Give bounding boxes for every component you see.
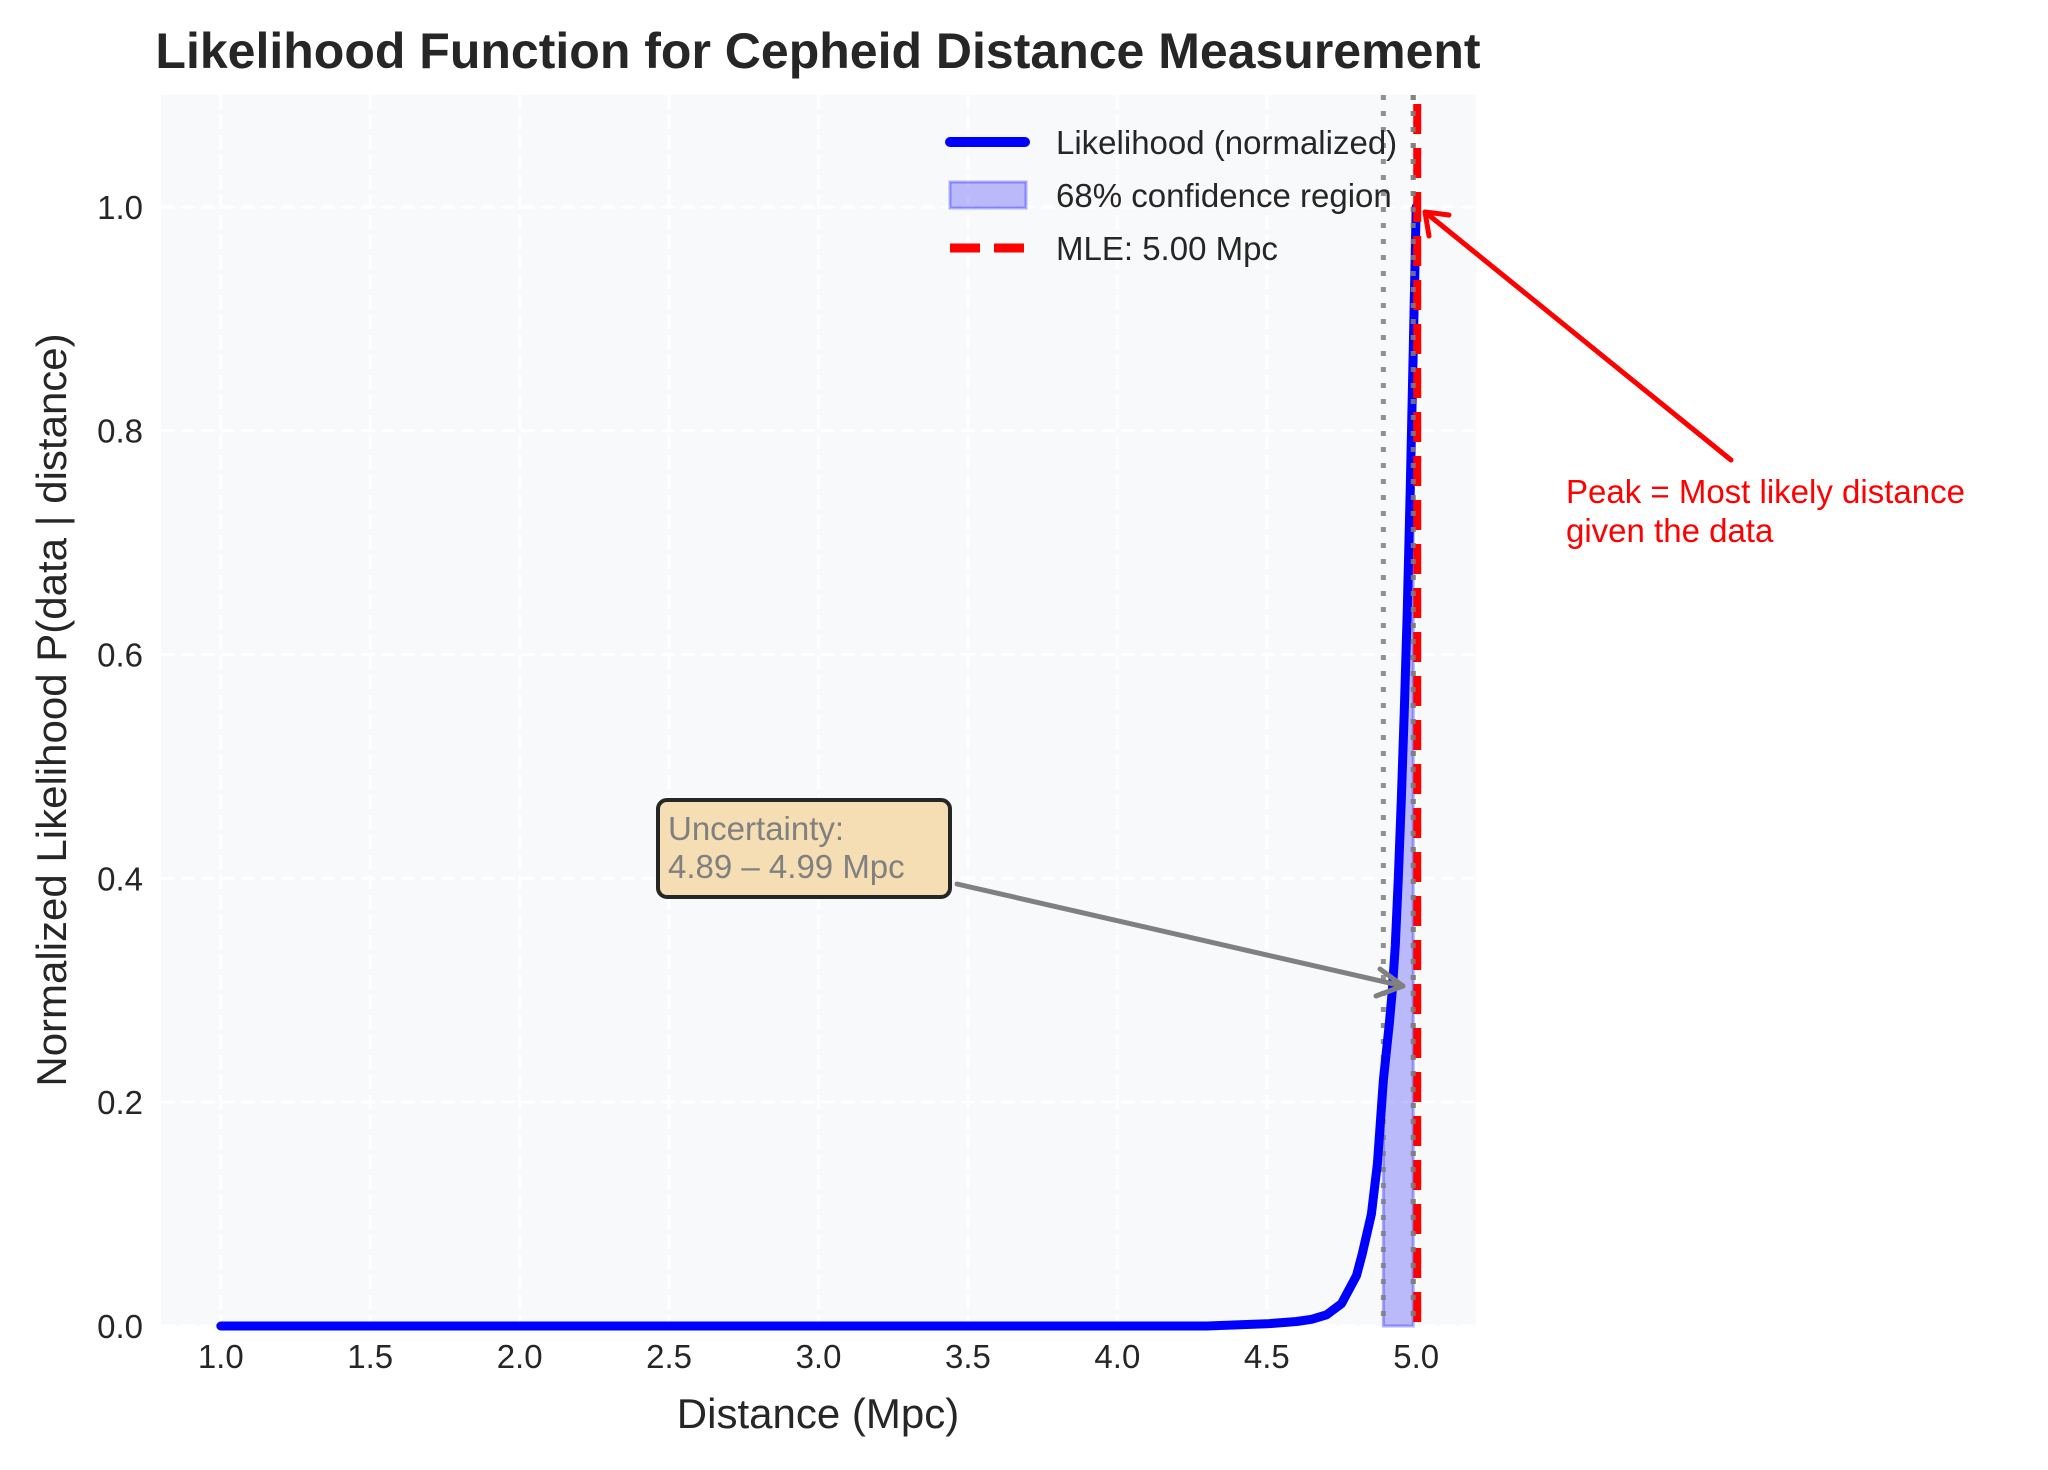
x-tick-label: 3.0 bbox=[796, 1338, 842, 1375]
uncertainty-box bbox=[656, 798, 952, 899]
uncertainty-label-line2: 4.89 – 4.99 Mpc bbox=[668, 848, 905, 885]
legend: Likelihood (normalized) 68% confidence r… bbox=[945, 124, 1397, 267]
x-tick-label: 4.5 bbox=[1244, 1338, 1290, 1375]
peak-label-line1: Peak = Most likely distance bbox=[1566, 473, 1965, 510]
x-tick-label: 3.5 bbox=[945, 1338, 991, 1375]
uncertainty-arrow-head bbox=[1373, 966, 1406, 999]
uncertainty-arrow-shaft bbox=[954, 881, 1401, 988]
mle-line-group bbox=[1410, 95, 1422, 1326]
x-tick-label: 4.0 bbox=[1094, 1338, 1140, 1375]
legend-label-mle: MLE: 5.00 Mpc bbox=[1056, 230, 1278, 267]
chart-title: Likelihood Function for Cepheid Distance… bbox=[155, 23, 1481, 79]
x-tick-label: 1.0 bbox=[198, 1338, 244, 1375]
y-ticks: 0.0 0.2 0.4 0.6 0.8 1.0 bbox=[97, 189, 143, 1345]
x-tick-label: 2.5 bbox=[646, 1338, 692, 1375]
legend-label-likelihood: Likelihood (normalized) bbox=[1056, 124, 1397, 161]
x-tick-label: 1.5 bbox=[347, 1338, 393, 1375]
y-tick-label: 1.0 bbox=[97, 189, 143, 226]
y-tick-label: 0.6 bbox=[97, 637, 143, 674]
peak-annotation: Peak = Most likely distance given the da… bbox=[1422, 209, 1965, 549]
y-axis-label: Normalized Likelihood P(data | distance) bbox=[28, 333, 75, 1086]
x-axis-label: Distance (Mpc) bbox=[677, 1390, 959, 1437]
uncertainty-annotation: Uncertainty: 4.89 – 4.99 Mpc bbox=[656, 798, 1406, 999]
peak-arrow-head bbox=[1422, 209, 1452, 239]
y-tick-label: 0.4 bbox=[97, 860, 143, 897]
y-tick-label: 0.8 bbox=[97, 413, 143, 450]
likelihood-curve bbox=[216, 202, 1421, 1331]
peak-arrow-shaft bbox=[1427, 213, 1734, 463]
legend-patch-handle bbox=[948, 180, 1028, 210]
x-tick-label: 5.0 bbox=[1393, 1338, 1439, 1375]
peak-label-line2: given the data bbox=[1566, 512, 1774, 549]
uncertainty-label-line1: Uncertainty: bbox=[668, 810, 844, 847]
legend-label-confidence: 68% confidence region bbox=[1056, 177, 1392, 214]
x-tick-label: 2.0 bbox=[497, 1338, 543, 1375]
x-ticks: 1.0 1.5 2.0 2.5 3.0 3.5 4.0 4.5 5.0 bbox=[198, 1338, 1439, 1375]
y-tick-label: 0.0 bbox=[97, 1308, 143, 1345]
likelihood-curve-group bbox=[216, 202, 1421, 1331]
y-tick-label: 0.2 bbox=[97, 1084, 143, 1121]
